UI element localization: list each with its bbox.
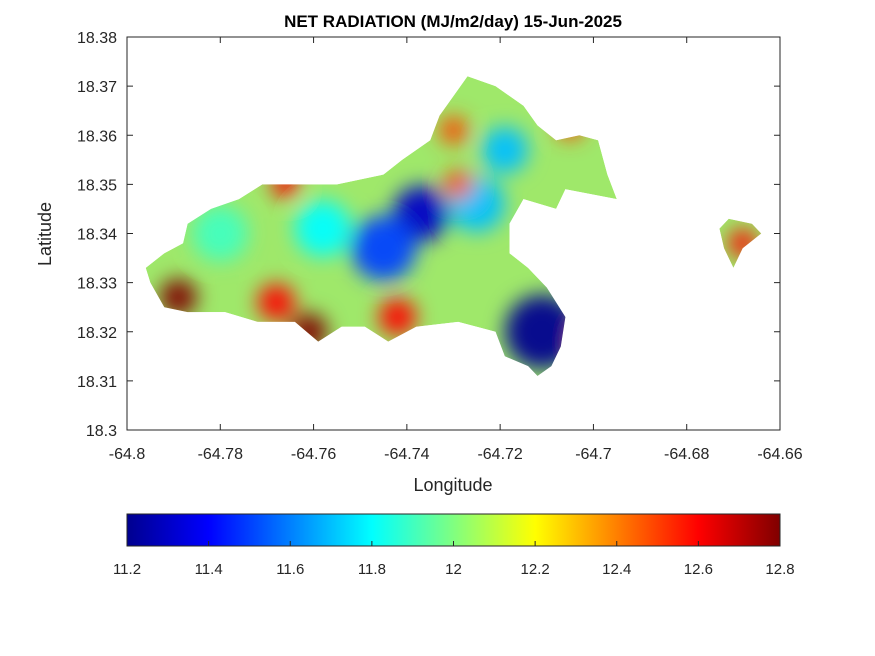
- colorbar-tick-label: 11.8: [358, 561, 386, 578]
- x-tick-label: -64.78: [198, 446, 243, 463]
- y-tick-label: 18.37: [77, 79, 117, 96]
- y-tick-label: 18.31: [77, 374, 117, 391]
- radiation-hotspot: [192, 205, 249, 262]
- y-tick-label: 18.3: [86, 423, 117, 440]
- radiation-hotspot: [444, 170, 473, 199]
- x-tick-label: -64.72: [477, 446, 522, 463]
- y-tick-label: 18.32: [77, 325, 117, 342]
- radiation-hotspot: [159, 278, 197, 317]
- x-tick-label: -64.66: [757, 446, 802, 463]
- radiation-hotspot: [350, 215, 417, 281]
- y-tick-label: 18.33: [77, 276, 117, 293]
- radiation-hotspot: [294, 200, 351, 257]
- y-tick-label: 18.35: [77, 177, 117, 194]
- colorbar-tick-label: 11.2: [113, 561, 141, 578]
- x-tick-label: -64.7: [575, 446, 612, 463]
- colorbar-ticks: 11.2 11.4 11.6 11.8 12 12.2 12.4 12.6 12.8: [113, 541, 795, 578]
- x-axis: -64.8 -64.78 -64.76 -64.74 -64.72 -64.7 -64.68…: [109, 37, 803, 463]
- land-base-field: [145, 76, 762, 377]
- x-axis-label: Longitude: [413, 475, 492, 495]
- y-axis-label: Latitude: [35, 202, 55, 266]
- colorbar-tick-label: 12.6: [684, 561, 713, 578]
- radiation-hotspot: [439, 116, 468, 145]
- colorbar-tick-label: 12.2: [521, 561, 550, 578]
- colorbar-tick-label: 12: [445, 561, 462, 578]
- colorbar-tick-label: 11.6: [276, 561, 304, 578]
- radiation-hotspot: [257, 283, 295, 321]
- colorbar-tick-label: 12.4: [602, 561, 631, 578]
- colorbar-gradient: [126, 513, 781, 547]
- chart-title: NET RADIATION (MJ/m2/day) 15-Jun-2025: [284, 12, 622, 31]
- y-tick-label: 18.38: [77, 30, 117, 47]
- y-axis: 18.3 18.31 18.32 18.33 18.34 18.35 18.36 18.37 1…: [77, 30, 780, 440]
- x-tick-label: -64.74: [384, 446, 429, 463]
- colorbar-tick-label: 11.4: [195, 561, 223, 578]
- radiation-hotspot: [481, 126, 529, 174]
- x-tick-label: -64.68: [664, 446, 709, 463]
- y-tick-label: 18.36: [77, 128, 117, 145]
- y-tick-label: 18.34: [77, 227, 117, 244]
- x-tick-label: -64.76: [291, 446, 336, 463]
- colorbar: 11.2 11.4 11.6 11.8 12 12.2 12.4 12.6 12.8: [113, 513, 795, 578]
- x-tick-label: -64.8: [109, 446, 146, 463]
- radiation-hotspot: [378, 298, 417, 336]
- colorbar-tick-label: 12.8: [765, 561, 794, 578]
